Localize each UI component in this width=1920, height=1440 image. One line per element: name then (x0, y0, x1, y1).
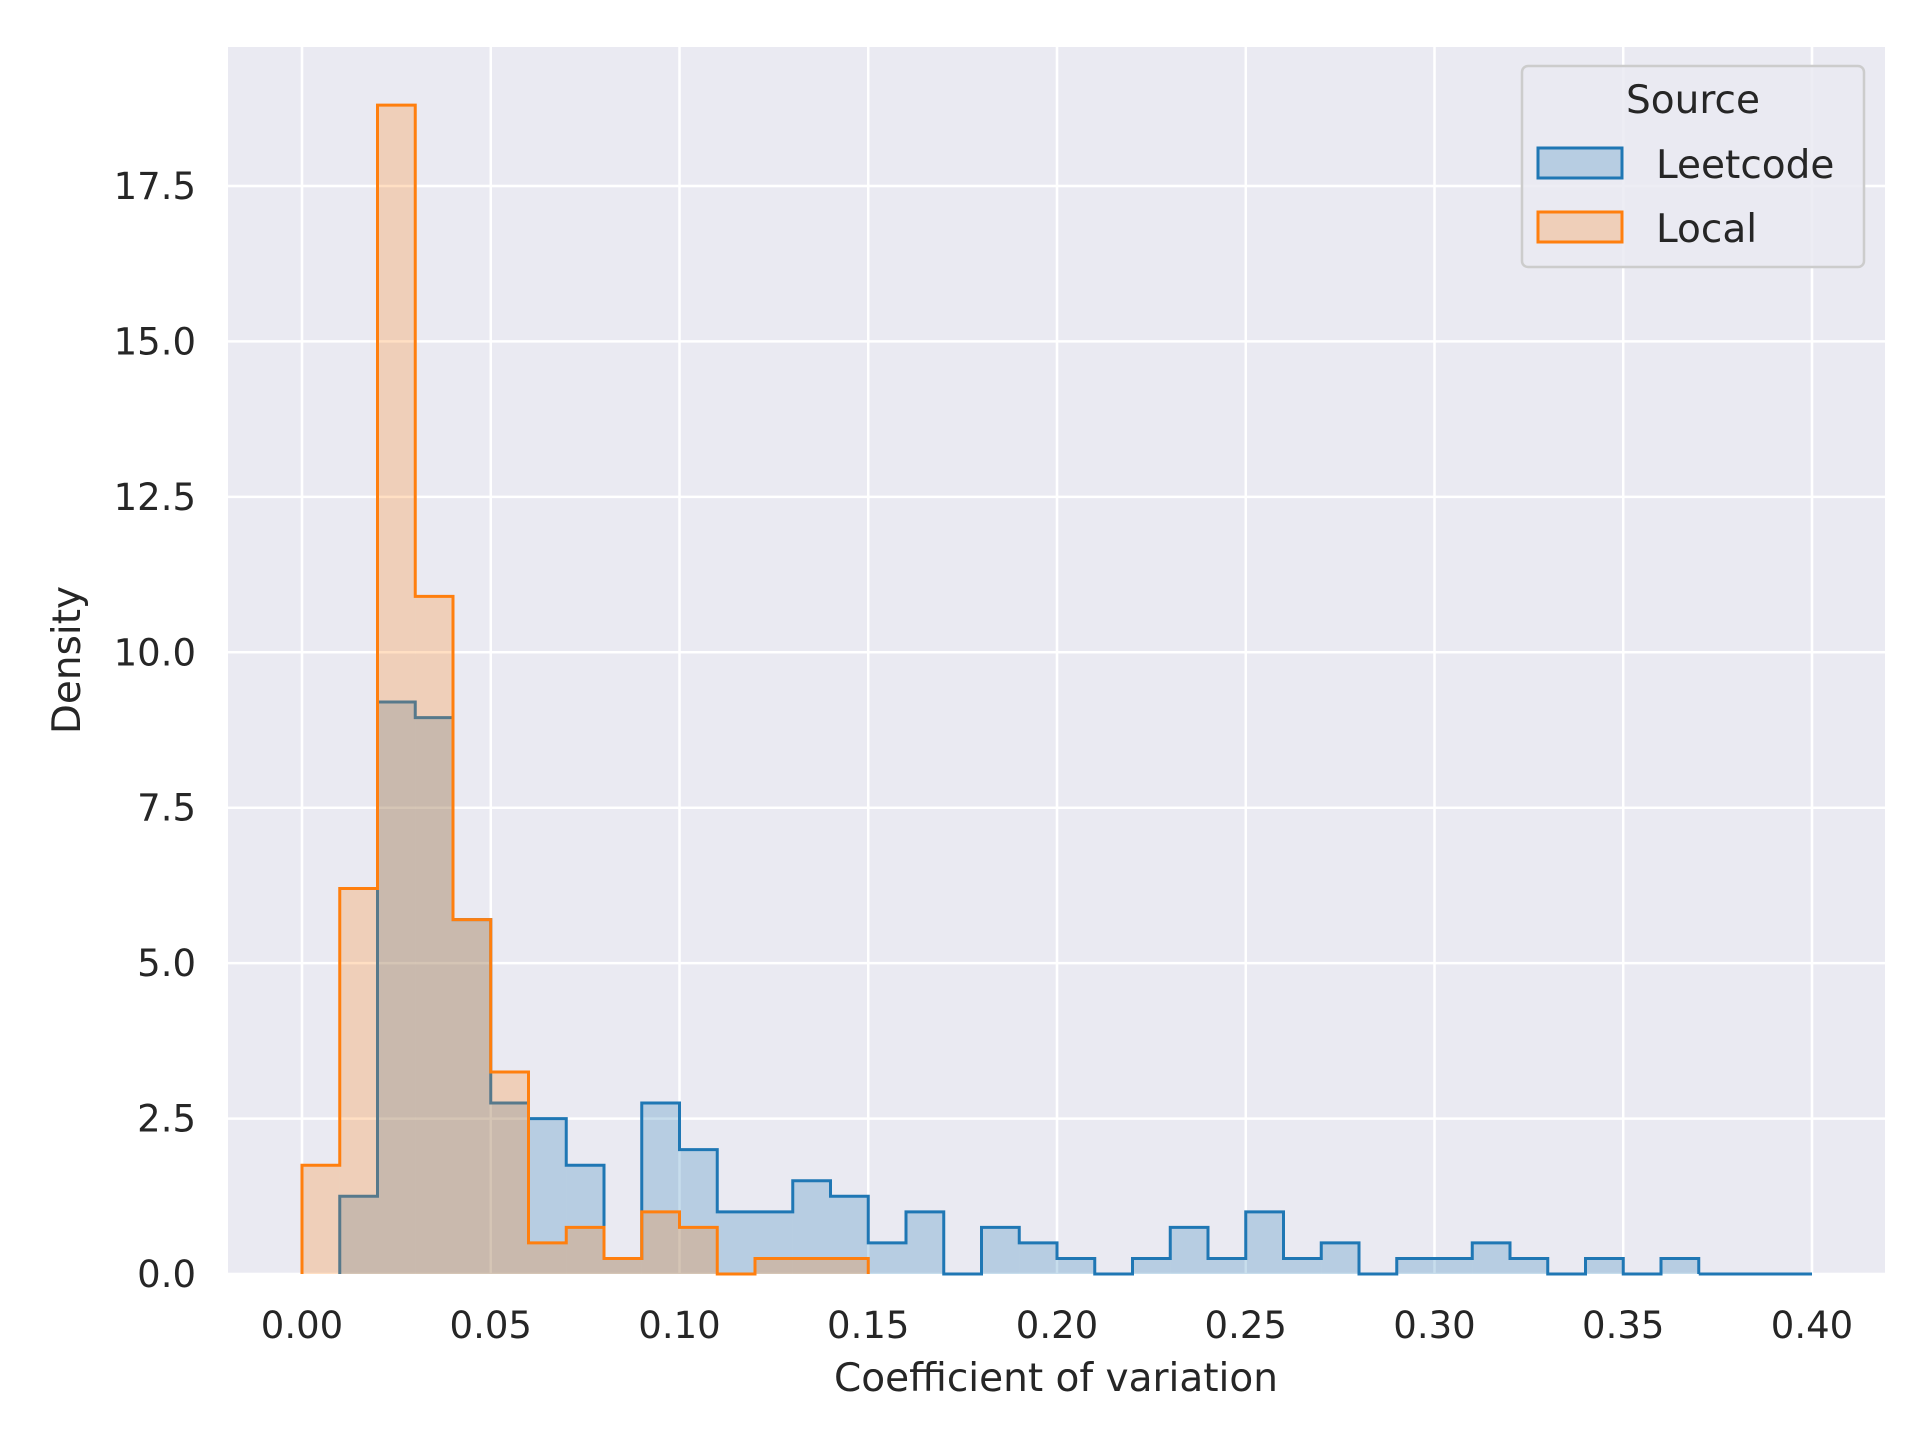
histogram-bar (981, 1227, 1020, 1274)
x-tick-label: 0.30 (1393, 1304, 1475, 1347)
histogram-bar (302, 1165, 340, 1274)
histogram-bar (755, 1258, 793, 1274)
x-tick-label: 0.00 (261, 1304, 343, 1347)
y-tick-label: 10.0 (114, 631, 196, 674)
y-tick-label: 17.5 (114, 165, 196, 208)
histogram-bar (1283, 1258, 1322, 1274)
histogram-bar (566, 1165, 604, 1274)
histogram-bar (1472, 1242, 1510, 1274)
histogram-bar (1132, 1258, 1171, 1274)
histogram-bar (1245, 1211, 1284, 1274)
y-tick-label: 2.5 (137, 1098, 196, 1141)
y-tick-label: 15.0 (114, 320, 196, 363)
histogram-bar (415, 596, 453, 1274)
x-tick-label: 0.10 (638, 1304, 720, 1347)
x-axis-label: Coefficient of variation (834, 1356, 1278, 1401)
histogram-bar (830, 1258, 869, 1274)
histogram-bar (1510, 1258, 1548, 1274)
histogram-bar (1396, 1258, 1435, 1274)
legend-swatch-leetcode (1536, 146, 1624, 180)
histogram-bar (1321, 1242, 1359, 1274)
y-tick-labels: 0.0 2.5 5.0 7.5 10.0 12.5 15.0 17.5 (114, 165, 196, 1296)
histogram-bar (906, 1211, 944, 1274)
histogram-bar (528, 1118, 567, 1274)
y-tick-label: 7.5 (137, 787, 196, 830)
histogram-bar (1661, 1258, 1699, 1274)
histogram-bar (415, 717, 453, 1274)
x-tick-label: 0.35 (1582, 1304, 1664, 1347)
y-axis-label: Density (45, 586, 90, 734)
legend-box (1520, 64, 1866, 269)
histogram-bar (604, 1258, 642, 1274)
histogram-bar (1057, 1258, 1095, 1274)
series-local (300, 103, 870, 1276)
series-leetcode (338, 700, 1812, 1276)
y-tick-label: 12.5 (114, 476, 196, 519)
histogram-bar (830, 1196, 869, 1274)
histogram-bar (339, 1196, 378, 1274)
legend-label-leetcode: Leetcode (1656, 143, 1834, 188)
x-tick-label: 0.05 (450, 1304, 532, 1347)
x-tick-label: 0.25 (1205, 1304, 1287, 1347)
histogram-bar (1170, 1227, 1208, 1274)
histogram-bar (453, 919, 491, 1274)
histogram-bar (339, 888, 378, 1274)
x-tick-label: 0.20 (1016, 1304, 1098, 1347)
histogram-bar (717, 1211, 755, 1274)
step-outline (338, 700, 1701, 1276)
histogram-bar (1434, 1258, 1473, 1274)
histogram-bar (377, 105, 416, 1275)
y-tick-label: 0.0 (137, 1253, 196, 1296)
x-tick-labels: 0.00 0.05 0.10 0.15 0.20 0.25 0.30 0.35 0.40 (261, 1304, 1853, 1347)
histogram-bar (641, 1103, 680, 1274)
histogram-bar (377, 702, 416, 1274)
histogram-bar (453, 919, 491, 1274)
histogram-bar (1019, 1242, 1057, 1274)
legend-title: Source (1626, 78, 1760, 123)
x-tick-label: 0.15 (827, 1304, 909, 1347)
histogram-bar (604, 1258, 642, 1274)
legend-label-local: Local (1656, 207, 1757, 252)
legend-swatch-local (1536, 210, 1624, 244)
histogram-bar (641, 1211, 680, 1274)
series-layer (300, 103, 1812, 1276)
histogram-bar (679, 1149, 718, 1274)
histogram-bar (528, 1242, 567, 1274)
histogram-bar (490, 1071, 529, 1274)
histogram-bar (1208, 1258, 1246, 1274)
x-tick-label: 0.40 (1771, 1304, 1853, 1347)
histogram-bar (490, 1103, 529, 1274)
histogram-bar (1585, 1258, 1624, 1274)
legend: Source Leetcode Local (1520, 64, 1866, 269)
histogram-bar (679, 1227, 718, 1274)
histogram-bar (566, 1227, 604, 1274)
histogram-bar (868, 1242, 906, 1274)
step-outline (300, 103, 870, 1276)
y-tick-label: 5.0 (137, 942, 196, 985)
histogram-bar (755, 1211, 793, 1274)
histogram-bar (792, 1258, 831, 1274)
